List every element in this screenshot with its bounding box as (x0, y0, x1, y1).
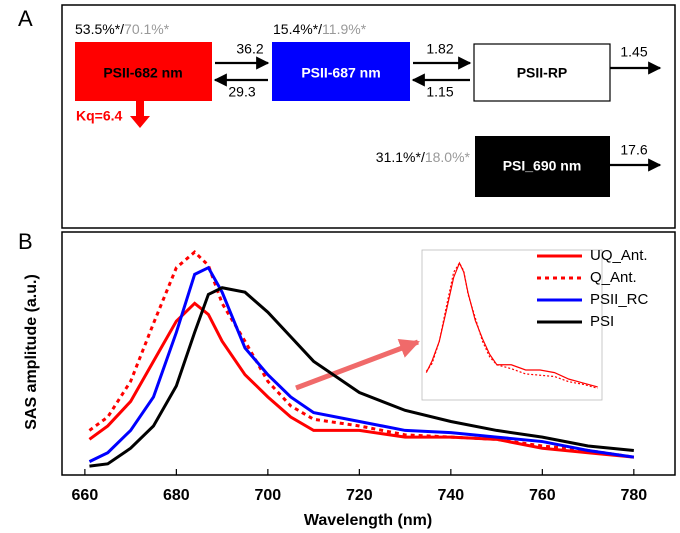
inset-pointer (295, 338, 420, 391)
series-line (425, 261, 598, 389)
share: 53.5%*/ (75, 21, 124, 37)
x-tick-label: 760 (529, 487, 556, 504)
legend-label: Q_Ant. (590, 269, 637, 286)
series-line (88, 301, 634, 459)
rate-label: 1.15 (426, 84, 453, 100)
panel-label: A (18, 6, 33, 31)
node-box (75, 42, 212, 101)
rate-label: 29.3 (228, 84, 255, 100)
node-label: PSII-687 nm (301, 65, 380, 81)
plot-frame (61, 231, 676, 476)
legend-label: UQ_Ant. (590, 247, 648, 264)
share-alt: 11.9%* (322, 21, 367, 37)
node-box (473, 43, 611, 102)
rate-label: 1.45 (620, 44, 647, 60)
share-text: 15.4%*/11.9%* (273, 21, 367, 37)
series-line (88, 265, 635, 463)
share-text: 53.5%*/70.1%* (75, 21, 170, 37)
rate-label: 17.6 (620, 142, 647, 158)
share-alt: 18.0%* (425, 149, 471, 165)
x-tick-label: 720 (346, 487, 373, 504)
rate-label: 36.2 (236, 41, 263, 57)
share-text: 31.1%*/18.0%* (376, 149, 471, 165)
inset-frame (421, 249, 603, 401)
node-box (272, 42, 410, 101)
x-tick-label: 700 (255, 487, 282, 504)
share: 31.1%*/ (376, 149, 425, 165)
rate-label: 1.82 (426, 41, 453, 57)
x-tick-label: 660 (72, 487, 99, 504)
x-tick-label: 780 (620, 487, 647, 504)
node-label: PSII-RP (517, 65, 568, 81)
series-line (89, 286, 634, 468)
node-label: PSII-682 nm (103, 65, 182, 81)
series-line (425, 261, 598, 388)
panel-label: B (18, 229, 33, 254)
share-alt: 70.1%* (124, 21, 170, 37)
x-axis-label: Wavelength (nm) (304, 512, 432, 529)
x-tick-label: 680 (163, 487, 190, 504)
quench-label: Kq=6.4 (76, 108, 123, 124)
quench-arrow (130, 101, 150, 128)
share: 15.4%*/ (273, 21, 322, 37)
legend-label: PSII_RC (590, 291, 649, 308)
node-label: PSI_690 nm (503, 158, 582, 174)
scheme-frame (61, 4, 676, 229)
series-line (88, 250, 635, 459)
node-box (475, 136, 610, 197)
legend-label: PSI (590, 313, 614, 330)
y-axis-label: SAS amplitude (a.u.) (23, 274, 40, 430)
x-tick-label: 740 (437, 487, 464, 504)
